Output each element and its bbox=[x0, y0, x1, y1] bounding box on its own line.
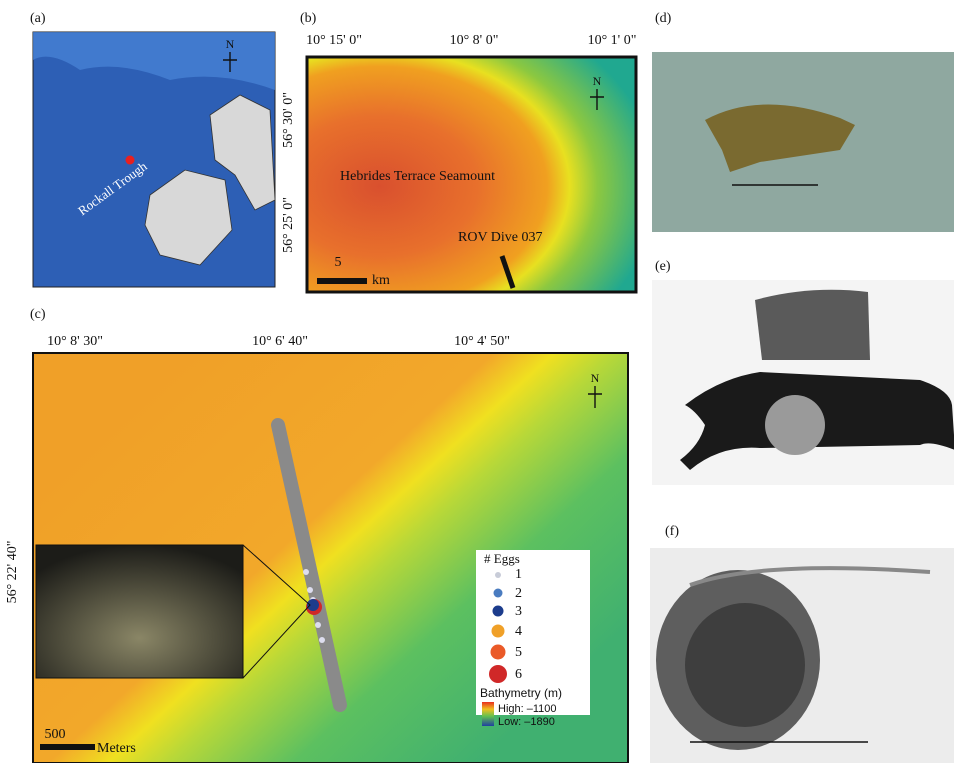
legend: # Eggs 1 2 3 4 5 6 Bathymetry (m) High: … bbox=[476, 550, 590, 728]
scale-unit: Meters bbox=[97, 741, 136, 756]
map-b: Hebrides Terrace Seamount ROV Dive 037 N… bbox=[305, 55, 638, 294]
bathymetry-title: Bathymetry (m) bbox=[480, 686, 562, 700]
bathymetry-high: High: –1100 bbox=[498, 703, 557, 715]
lon-label: 10° 6' 40" bbox=[252, 334, 308, 349]
legend-item: 3 bbox=[515, 604, 522, 619]
panel-label: (c) bbox=[30, 307, 46, 322]
lon-label: 10° 1' 0" bbox=[588, 33, 637, 48]
lat-label: 56° 22' 40" bbox=[5, 541, 20, 604]
panel-label: (f) bbox=[665, 524, 679, 539]
photo-d bbox=[652, 52, 954, 232]
bathymetry-low: Low: –1890 bbox=[498, 716, 555, 728]
map-c: N # Eggs 1 2 3 4 5 6 Bathymetry (m) High… bbox=[32, 352, 629, 763]
legend-title: # Eggs bbox=[484, 551, 520, 566]
lon-label: 10° 8' 30" bbox=[47, 334, 103, 349]
lon-label: 10° 15' 0" bbox=[306, 33, 362, 48]
panel-label: (d) bbox=[655, 11, 672, 26]
legend-item: 1 bbox=[515, 567, 522, 582]
scale-value: 5 bbox=[335, 255, 342, 270]
legend-item: 2 bbox=[515, 586, 522, 601]
scale-unit: km bbox=[372, 273, 390, 288]
north-label: N bbox=[226, 37, 235, 51]
map-a: Rockall Trough N bbox=[32, 31, 276, 288]
scale-value: 500 bbox=[45, 727, 66, 742]
lat-label: 56° 25' 0" bbox=[281, 197, 296, 253]
legend-item: 6 bbox=[515, 667, 522, 682]
lat-label: 56° 30' 0" bbox=[281, 92, 296, 148]
photo-e bbox=[652, 280, 954, 485]
panel-label: (e) bbox=[655, 259, 671, 274]
lon-label: 10° 8' 0" bbox=[450, 33, 499, 48]
north-label: N bbox=[591, 371, 600, 385]
dive-label: ROV Dive 037 bbox=[458, 230, 543, 245]
panel-label: (b) bbox=[300, 11, 317, 26]
north-label: N bbox=[593, 74, 602, 88]
photo-f bbox=[650, 548, 954, 763]
seamount-label: Hebrides Terrace Seamount bbox=[340, 169, 495, 184]
panel-label: (a) bbox=[30, 11, 46, 26]
legend-item: 4 bbox=[515, 624, 522, 639]
legend-item: 5 bbox=[515, 645, 522, 660]
lon-label: 10° 4' 50" bbox=[454, 334, 510, 349]
